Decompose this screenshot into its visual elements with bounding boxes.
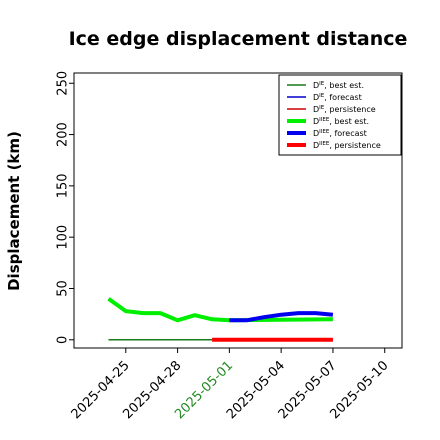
y-tick-label: 200 <box>56 122 71 147</box>
y-axis-label: Displacement (km) <box>5 131 23 291</box>
series-line-3 <box>107 297 333 323</box>
y-tick-label: 250 <box>56 71 71 96</box>
y-tick-label: 150 <box>56 173 71 198</box>
legend-label-1: DIE, forecast <box>313 93 362 102</box>
legend-box <box>278 74 402 156</box>
chart-title: Ice edge displacement distance <box>69 28 408 50</box>
legend-label-2: DIE, persistence <box>313 105 376 114</box>
legend-label-4: DIIEE, forecast <box>313 129 367 138</box>
y-tick-label: 100 <box>56 225 71 250</box>
y-tick-label: 0 <box>56 336 71 344</box>
plot-frame <box>73 72 403 349</box>
legend-label-5: DIIEE, persistence <box>313 141 381 150</box>
legend-label-0: DIE, best est. <box>313 81 364 90</box>
legend-label-3: DIIEE, best est. <box>313 117 369 126</box>
series-line-4 <box>229 311 334 323</box>
y-tick-label: 50 <box>56 280 71 297</box>
